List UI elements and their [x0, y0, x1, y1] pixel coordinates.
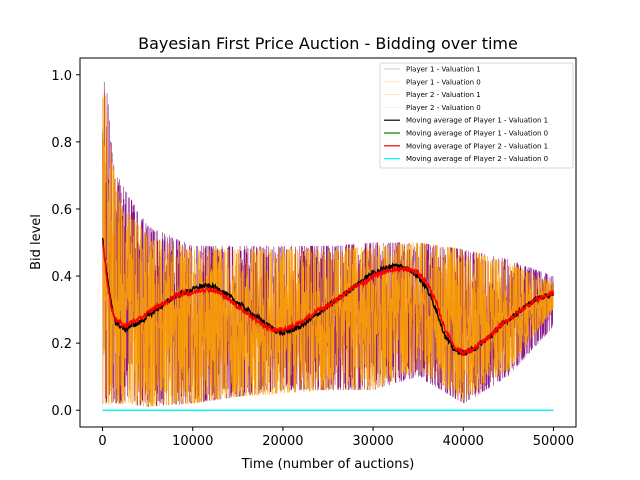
chart-title: Bayesian First Price Auction - Bidding o… [138, 34, 518, 53]
legend-frame [379, 62, 574, 169]
y-tick-label: 0.4 [51, 270, 72, 285]
moving-average-line [101, 242, 555, 357]
y-tick-label: 1.0 [51, 69, 72, 84]
y-tick-label: 0.0 [51, 404, 72, 419]
x-tick-label: 40000 [443, 434, 484, 449]
legend-entry: Player 2 - Valuation 0 [406, 104, 481, 112]
moving-average-series [101, 237, 555, 411]
x-tick-label: 10000 [172, 434, 213, 449]
legend-entry: Moving average of Player 2 - Valuation 1 [406, 142, 548, 150]
legend-entry: Player 2 - Valuation 1 [406, 91, 481, 99]
legend-entry: Moving average of Player 1 - Valuation 1 [406, 117, 548, 125]
x-tick-label: 50000 [533, 434, 574, 449]
y-axis-ticks: 0.0 0.2 0.4 0.6 0.8 1.0 [51, 69, 80, 419]
legend-entry: Player 1 - Valuation 0 [406, 78, 481, 86]
x-axis-label: Time (number of auctions) [241, 457, 415, 472]
legend-entry: Moving average of Player 1 - Valuation 0 [406, 130, 548, 138]
plot-frame [79, 57, 577, 428]
x-axis-ticks: 0 10000 20000 30000 40000 50000 [98, 427, 574, 449]
y-tick-label: 0.8 [51, 136, 72, 151]
x-tick-label: 20000 [262, 434, 303, 449]
y-axis-label: Bid level [29, 214, 44, 270]
y-tick-label: 0.2 [51, 337, 72, 352]
legend: Player 1 - Valuation 1 Player 1 - Valuati… [379, 62, 574, 169]
y-tick-label: 0.6 [51, 203, 72, 218]
legend-entry: Moving average of Player 2 - Valuation 0 [406, 155, 548, 163]
legend-entry: Player 1 - Valuation 1 [406, 66, 481, 74]
x-tick-label: 30000 [352, 434, 393, 449]
x-tick-label: 0 [98, 434, 106, 449]
